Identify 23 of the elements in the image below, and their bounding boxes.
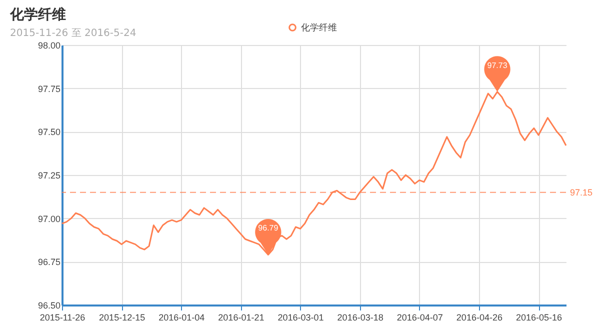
x-tick-label: 2016-03-01 [278,312,324,322]
legend-label: 化学纤维 [301,22,337,32]
line-series [61,91,567,256]
y-tick-label: 98.00 [38,40,60,50]
y-tick-label: 97.75 [38,84,60,94]
y-tick-label: 97.00 [38,214,60,224]
chart-title: 化学纤维 [10,6,66,24]
annotation: 96.79 [258,224,279,233]
x-tick-label: 2015-12-15 [99,312,146,322]
x-tick-label: 2016-04-26 [456,312,502,322]
x-tick-label: 2016-03-18 [337,312,384,322]
x-tick-label: 2016-01-21 [218,312,264,322]
y-tick-label: 96.50 [38,300,60,310]
annotation: 97.73 [487,60,508,70]
y-tick-label: 96.75 [38,257,60,268]
x-tick-label: 2016-04-07 [396,312,443,322]
ref-line-label: 97.15 [570,187,593,198]
x-tick-label: 2015-11-26 [40,312,86,322]
y-tick-label: 97.25 [38,170,60,180]
y-tick-label: 97.50 [38,127,60,138]
x-tick-label: 2016-01-04 [158,312,205,322]
x-tick-label: 2016-05-16 [516,312,562,322]
chart-subtitle: 2015-11-26 至 2016-5-24 [10,27,136,40]
